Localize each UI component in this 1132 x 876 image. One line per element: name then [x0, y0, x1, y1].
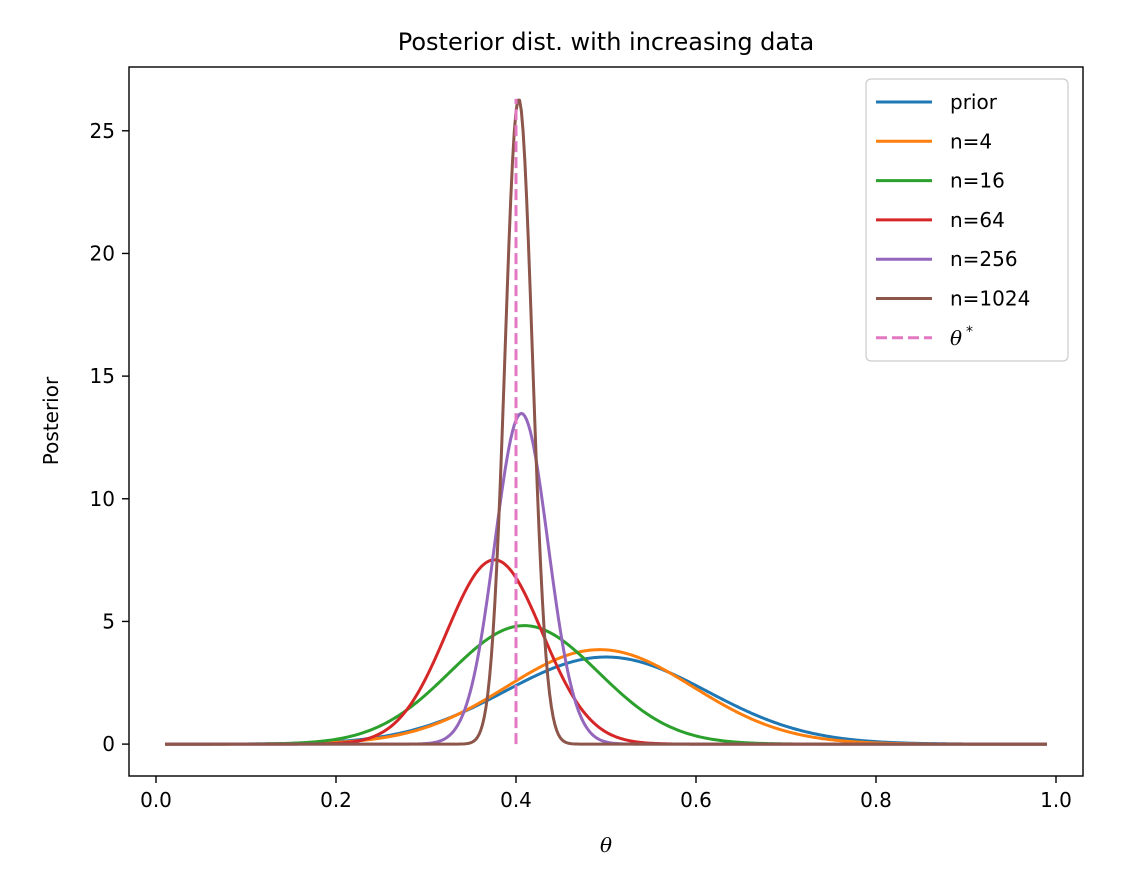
legend-label: n=1024	[950, 287, 1030, 311]
x-tick-label: 0.2	[320, 788, 352, 812]
y-tick-label: 10	[90, 487, 115, 511]
x-tick-label: 0.8	[860, 788, 892, 812]
legend-label: n=64	[950, 208, 1005, 232]
legend-label: n=16	[950, 169, 1005, 193]
y-tick-label: 5	[102, 609, 115, 633]
y-tick-label: 25	[90, 119, 115, 143]
legend-label: prior	[950, 90, 998, 114]
legend: prior n=4 n=16 n=64 n=256 n=1024 θ *	[865, 78, 1069, 362]
series-lines	[165, 98, 1047, 746]
x-tick-label: 1.0	[1040, 788, 1072, 812]
legend-label: n=4	[950, 129, 992, 153]
series-line-n-1024	[165, 98, 1047, 746]
legend-label: n=256	[950, 247, 1018, 271]
x-axis: 0.0 0.2 0.4 0.6 0.8 1.0	[140, 776, 1072, 812]
y-tick-label: 15	[90, 364, 115, 388]
x-tick-label: 0.6	[680, 788, 712, 812]
y-axis: 0 5 10 15 20 25	[90, 119, 129, 756]
x-axis-label: θ	[600, 833, 612, 857]
y-axis-label: Posterior	[39, 376, 63, 465]
legend-box	[865, 78, 1069, 362]
plot-frame	[128, 66, 1084, 777]
x-tick-label: 0.0	[140, 788, 172, 812]
y-tick-label: 20	[90, 241, 115, 265]
x-tick-label: 0.4	[500, 788, 532, 812]
legend-label: θ *	[950, 324, 973, 350]
y-tick-label: 0	[102, 732, 115, 756]
chart-title: Posterior dist. with increasing data	[398, 28, 815, 56]
